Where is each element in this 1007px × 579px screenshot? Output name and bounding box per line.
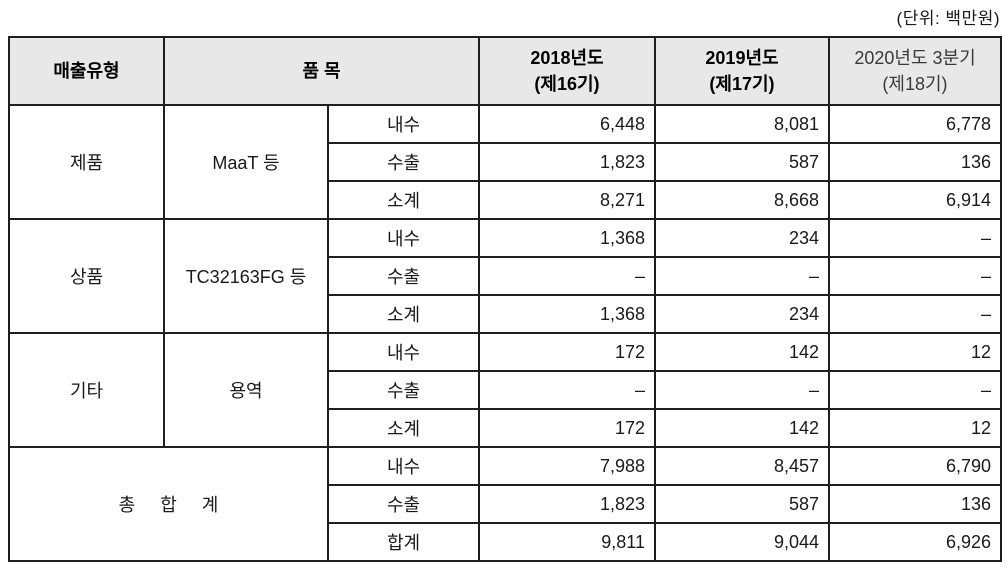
category-label: 수출 [327, 370, 480, 410]
value-2020: 136 [828, 484, 1002, 524]
value-2018: 7,988 [478, 446, 656, 486]
category-label: 소계 [327, 408, 480, 448]
table-row: 수출 1,823 587 136 [9, 484, 1002, 524]
header-2018-year: 2018년도 [530, 47, 604, 68]
item-name-maat: MaaT 등 [163, 104, 329, 220]
value-2019: 587 [654, 142, 830, 182]
value-2019: 8,668 [654, 180, 830, 220]
value-2018: 1,823 [478, 142, 656, 182]
table-row: 상품 TC32163FG 등 내수 1,368 234 – [8, 218, 1002, 334]
value-2020: – [828, 370, 1002, 410]
table-row: 소계 8,271 8,668 6,914 [9, 180, 1002, 220]
sales-type-other: 기타 [8, 332, 165, 448]
header-sales-type: 매출유형 [8, 36, 165, 106]
category-label: 내수 [327, 446, 480, 486]
value-2018: 9,811 [478, 522, 656, 562]
category-label: 수출 [327, 142, 480, 182]
value-2020: 12 [828, 408, 1002, 448]
header-2020-term: (제18기) [882, 74, 948, 94]
value-2020: – [828, 294, 1002, 334]
category-label: 내수 [327, 218, 480, 258]
value-2019: 142 [654, 332, 830, 372]
value-2019: 587 [654, 484, 830, 524]
category-label: 내수 [327, 332, 480, 372]
item-name-services: 용역 [163, 332, 329, 448]
value-2020: 6,778 [828, 104, 1002, 144]
value-2020: 6,914 [828, 180, 1002, 220]
value-2019: 142 [654, 408, 830, 448]
header-2018-term: (제16기) [534, 74, 600, 94]
category-label: 수출 [327, 256, 480, 296]
table-row: 기타 용역 내수 172 142 12 [8, 332, 1002, 448]
unit-label: (단위: 백만원) [896, 9, 1000, 28]
value-2020: 136 [828, 142, 1002, 182]
value-2018: 1,368 [478, 294, 656, 334]
table-row: 합계 9,811 9,044 6,926 [9, 522, 1002, 562]
value-2018: – [478, 370, 656, 410]
value-2019: 234 [654, 294, 830, 334]
value-2019: 9,044 [654, 522, 830, 562]
value-2019: 8,457 [654, 446, 830, 486]
category-label: 소계 [327, 180, 480, 220]
header-item: 품 목 [163, 36, 480, 106]
table-row: 제품 MaaT 등 내수 6,448 8,081 6,778 [8, 104, 1002, 220]
table-row: 소계 1,368 234 – [9, 294, 1002, 334]
category-label: 내수 [327, 104, 480, 144]
sales-type-product: 제품 [8, 104, 165, 220]
value-2018: 1,823 [478, 484, 656, 524]
value-2020: – [828, 256, 1002, 296]
item-name-tc32163fg: TC32163FG 등 [163, 218, 329, 334]
table-row: 수출 1,823 587 136 [9, 142, 1002, 182]
value-2020: – [828, 218, 1002, 258]
value-2020: 6,926 [828, 522, 1002, 562]
table-header-row: 매출유형 품 목 2018년도 (제16기) 2019년도 (제17기) 202… [8, 36, 1002, 106]
value-2018: 172 [478, 408, 656, 448]
value-2018: 1,368 [478, 218, 656, 258]
value-2019: 234 [654, 218, 830, 258]
header-2020-year: 2020년도 3분기 [854, 47, 976, 68]
header-2020: 2020년도 3분기 (제18기) [828, 36, 1002, 106]
value-2018: 8,271 [478, 180, 656, 220]
value-2018: 172 [478, 332, 656, 372]
table-row: 수출 – – – [9, 370, 1002, 410]
grand-total-label: 총 합 계 [8, 446, 329, 562]
value-2019: – [654, 256, 830, 296]
category-label: 소계 [327, 294, 480, 334]
table-row: 소계 172 142 12 [9, 408, 1002, 448]
category-label: 합계 [327, 522, 480, 562]
sales-type-goods: 상품 [8, 218, 165, 334]
header-2019: 2019년도 (제17기) [654, 36, 830, 106]
value-2018: 6,448 [478, 104, 656, 144]
table-row: 총 합 계 내수 7,988 8,457 6,790 [8, 446, 1002, 562]
value-2018: – [478, 256, 656, 296]
header-2019-term: (제17기) [709, 74, 775, 94]
value-2020: 6,790 [828, 446, 1002, 486]
header-2019-year: 2019년도 [705, 47, 779, 68]
value-2019: 8,081 [654, 104, 830, 144]
value-2019: – [654, 370, 830, 410]
sales-breakdown-table: 매출유형 품 목 2018년도 (제16기) 2019년도 (제17기) 202… [8, 36, 1002, 562]
value-2020: 12 [828, 332, 1002, 372]
header-2018: 2018년도 (제16기) [478, 36, 656, 106]
category-label: 수출 [327, 484, 480, 524]
table-row: 수출 – – – [9, 256, 1002, 296]
